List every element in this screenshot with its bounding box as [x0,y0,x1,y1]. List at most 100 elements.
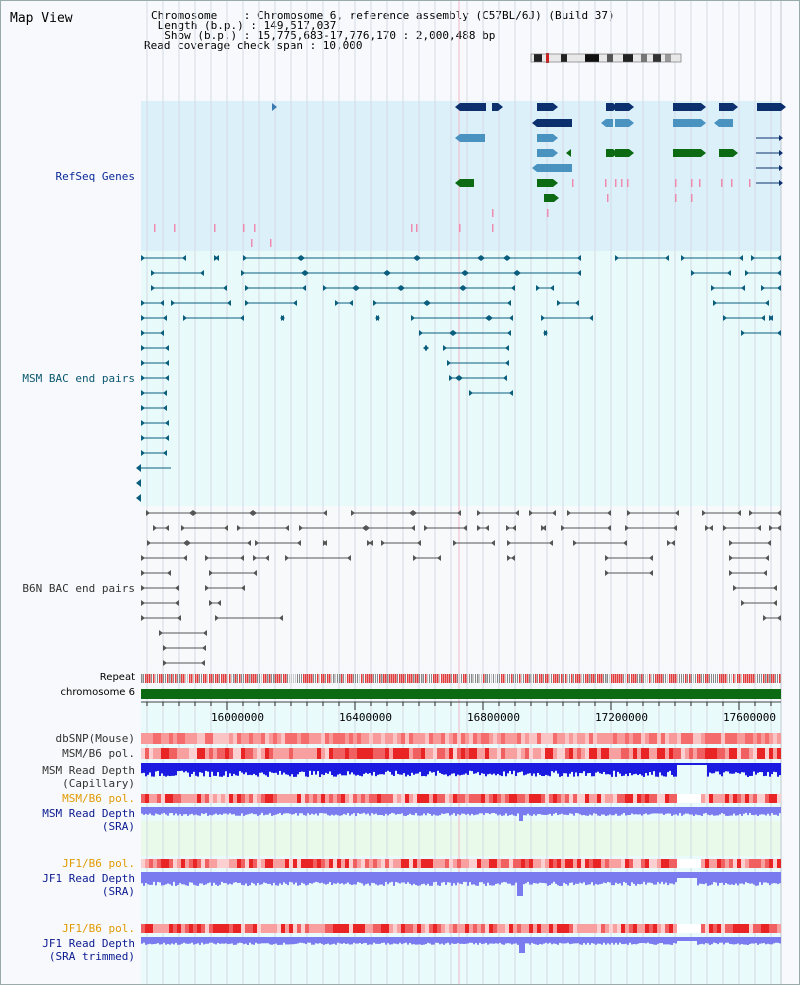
msm-pol-cell [245,748,249,759]
jf1-trimmed-depth-bar [675,937,677,944]
refseq-gene [537,103,553,111]
repeat-element [391,674,393,683]
msm-pol-sra-cell [397,794,401,803]
bac-end-marker [397,285,401,291]
jf1-pol-trimmed-cell [169,924,173,933]
msm-sra-depth-bar [641,807,643,816]
msm-pol-sra-cell [569,794,573,803]
repeat-element [517,674,518,683]
track-label-jf1-pol-trimmed[interactable]: JF1/B6 pol. [62,922,135,935]
msm-pol-cell [553,748,557,759]
jf1-depth-bar [379,872,381,885]
repeat-element [555,674,557,683]
pol-gap [677,859,701,868]
track-label-jf1-depth[interactable]: JF1 Read Depth (SRA) [11,872,135,898]
dbsnp-cell [729,733,733,744]
jf1-depth-bar [589,872,591,885]
track-label-dbsnp[interactable]: dbSNP(Mouse) [55,732,135,745]
dbsnp-cell [157,733,161,744]
msm-capillary-depth-bar [353,763,355,775]
msm-pol-sra-cell [757,794,761,803]
msm-depth-capillary-line1: MSM Read Depth [42,764,135,777]
repeat-element [737,674,739,683]
repeat-element [257,674,258,683]
jf1-trimmed-depth-bar [575,937,577,944]
jf1-trimmed-depth-bar [247,937,249,945]
msm-pol-sra-cell [177,794,181,803]
msm-sra-depth-bar [305,807,307,816]
jf1-depth-bar [367,872,369,884]
msm-sra-depth-bar [217,807,219,815]
msm-capillary-depth-bar [439,763,441,773]
msm-pol-cell [229,748,233,759]
dbsnp-cell [505,733,509,744]
msm-pol-cell [285,748,289,759]
msm-pol-cell [401,748,405,759]
msm-capillary-depth-bar [207,763,209,772]
jf1-depth-bar [359,872,361,883]
jf1-trimmed-depth-bar [311,937,313,945]
jf1-depth-bar [547,872,549,886]
track-label-msm-pol-sra[interactable]: MSM/B6 pol. [62,792,135,805]
msm-pol-sra-cell [461,794,465,803]
jf1-pol-trimmed-cell [593,924,597,933]
track-label-jf1-depth-trimmed[interactable]: JF1 Read Depth (SRA trimmed) [11,937,135,963]
dbsnp-cell [161,733,165,744]
msm-sra-depth-bar [769,807,771,816]
msm-sra-depth-bar [747,807,749,816]
dbsnp-cell [585,733,589,744]
msm-pol-cell [685,748,689,759]
msm-sra-depth-bar [689,807,691,815]
msm-sra-depth-bar [307,807,309,814]
msm-capillary-depth-bar [235,763,237,776]
track-label-msm-depth-capillary[interactable]: MSM Read Depth (Capillary) [11,764,135,790]
msm-capillary-depth-bar [361,763,363,777]
msm-capillary-depth-bar [741,763,743,773]
bac-end-marker [577,255,581,261]
repeat-element [745,674,747,683]
jf1-depth-bar [615,872,617,883]
jf1-depth-bar [683,872,685,878]
jf1-depth-bar [569,872,571,883]
bac-end-marker [265,555,269,561]
jf1-depth-bar [231,872,233,885]
jf1-depth-bar [509,872,511,884]
repeat-element [235,674,237,683]
jf1-pol-trimmed-cell [157,924,161,933]
msm-pol-sra-cell [333,794,337,803]
jf1-trimmed-depth-bar [707,937,709,944]
track-label-refseq[interactable]: RefSeq Genes [55,170,135,183]
repeat-element [773,674,775,683]
jf1-trimmed-depth-bar [545,937,547,943]
jf1-pol-trimmed-cell [649,924,653,933]
msm-capillary-depth-bar [197,763,199,777]
repeat-element [719,674,721,683]
track-label-msm-pol[interactable]: MSM/B6 pol. [62,747,135,760]
track-label-b6n-bac[interactable]: B6N BAC end pairs [22,582,135,595]
repeat-element [669,674,671,683]
jf1-trimmed-depth-bar [523,937,525,953]
jf1-pol-trimmed-cell [537,924,541,933]
msm-pol-cell [605,748,609,759]
bac-end-marker [777,255,781,261]
repeat-element [203,674,205,683]
bac-end-marker [202,645,206,651]
jf1-trimmed-depth-bar [757,937,759,945]
jf1-trimmed-depth-bar [393,937,395,944]
track-label-jf1-pol[interactable]: JF1/B6 pol. [62,857,135,870]
msm-sra-depth-bar [161,807,163,814]
jf1-pol-cell [545,859,549,868]
jf1-depth-bar [357,872,359,883]
jf1-depth-bar [303,872,305,884]
msm-sra-depth-bar [385,807,387,814]
msm-sra-depth-bar [707,807,709,815]
bac-end-marker [455,375,459,381]
msm-sra-depth-bar [581,807,583,816]
track-label-msm-bac[interactable]: MSM BAC end pairs [22,372,135,385]
bac-end-marker [542,525,546,531]
track-label-msm-depth-sra[interactable]: MSM Read Depth (SRA) [11,807,135,833]
dbsnp-cell [293,733,297,744]
msm-sra-depth-bar [269,807,271,814]
chromosome-info: Chromosome : Chromosome 6, reference ass… [151,9,615,22]
